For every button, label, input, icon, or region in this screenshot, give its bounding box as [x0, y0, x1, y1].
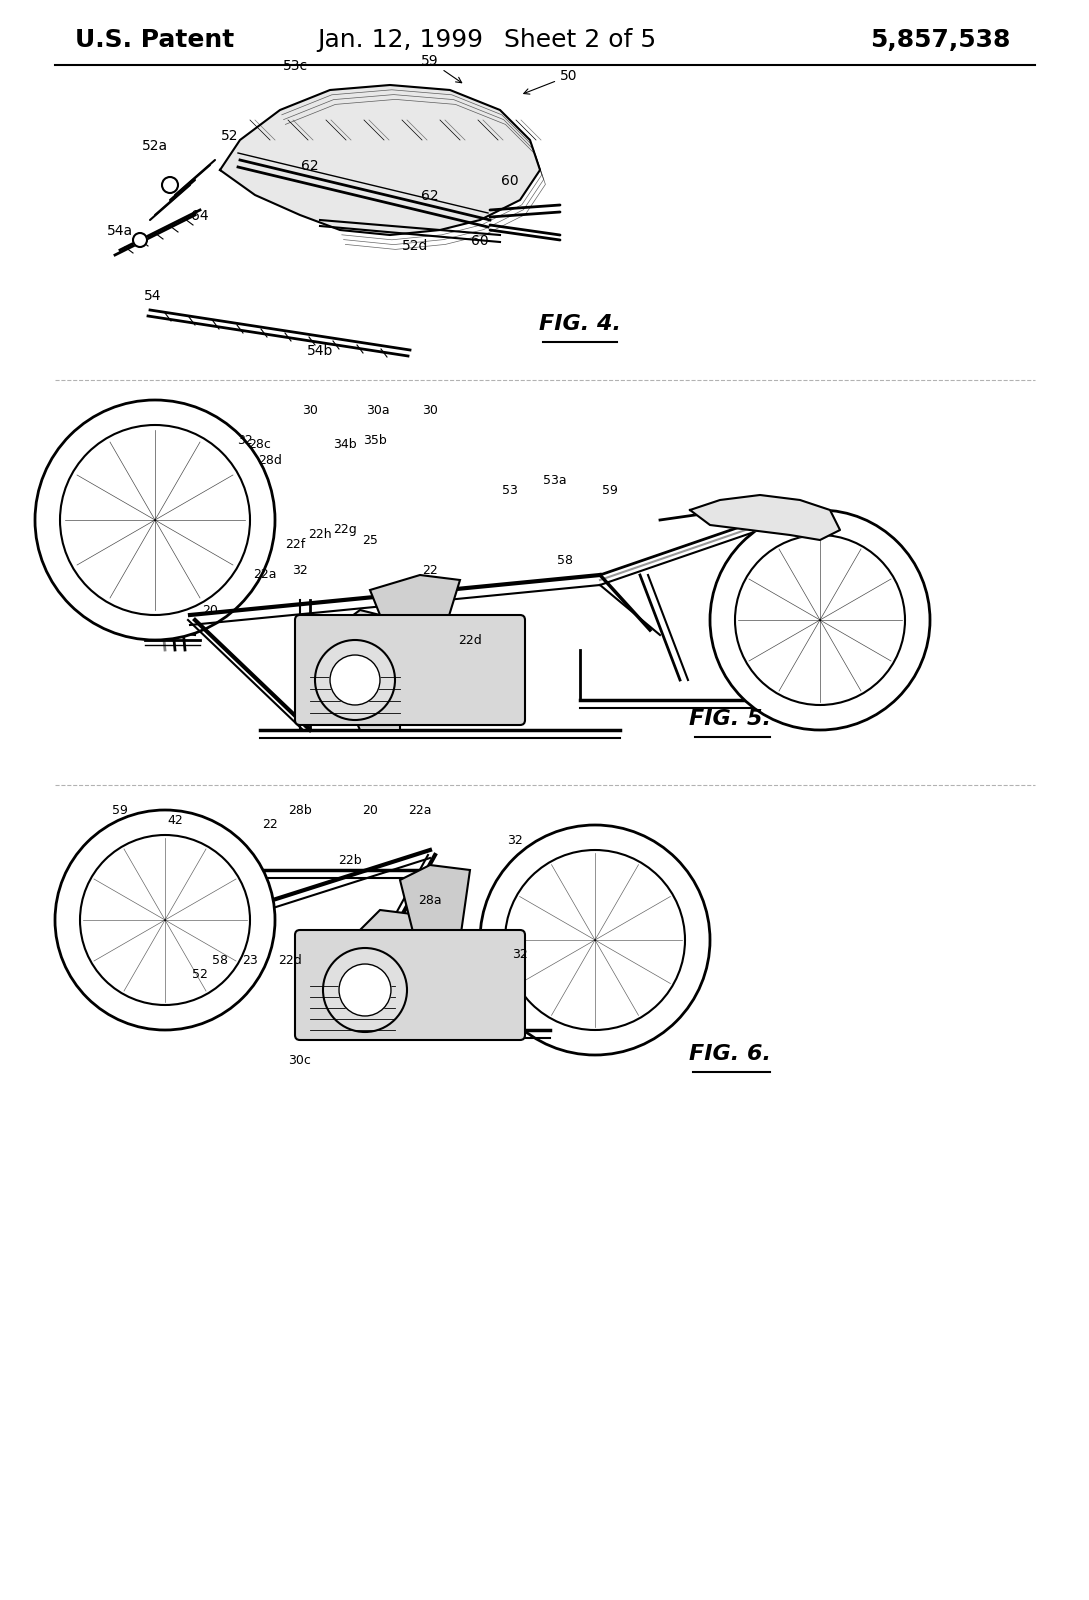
Text: 32: 32: [512, 949, 528, 962]
Text: 22g: 22g: [333, 523, 357, 536]
Text: 54a: 54a: [107, 224, 133, 238]
Text: 58: 58: [556, 554, 573, 566]
FancyBboxPatch shape: [295, 614, 525, 725]
Text: 32: 32: [507, 834, 523, 846]
Circle shape: [315, 640, 395, 720]
Text: 35b: 35b: [363, 434, 387, 446]
Circle shape: [56, 810, 276, 1030]
Text: 53c: 53c: [282, 59, 307, 74]
Text: 50: 50: [524, 69, 577, 94]
Text: 30a: 30a: [366, 403, 390, 416]
Text: 22b: 22b: [339, 853, 362, 867]
Circle shape: [339, 963, 391, 1016]
Text: 52a: 52a: [142, 139, 168, 154]
Text: 62: 62: [421, 189, 439, 203]
Text: 52: 52: [192, 968, 208, 981]
Text: 52: 52: [221, 130, 238, 142]
Text: FIG. 4.: FIG. 4.: [539, 314, 621, 334]
Text: Jan. 12, 1999: Jan. 12, 1999: [317, 27, 484, 51]
Text: 20: 20: [203, 603, 218, 616]
Circle shape: [79, 835, 250, 1005]
Circle shape: [323, 947, 407, 1032]
Circle shape: [505, 850, 685, 1030]
Text: 60: 60: [472, 234, 489, 248]
Text: 53a: 53a: [543, 474, 566, 486]
Text: 54b: 54b: [307, 344, 333, 358]
Text: 28d: 28d: [258, 453, 282, 467]
Text: 59: 59: [112, 803, 127, 816]
Polygon shape: [690, 494, 840, 541]
Text: 20: 20: [362, 803, 378, 816]
Text: 42: 42: [167, 813, 183, 827]
Circle shape: [35, 400, 276, 640]
Text: 22: 22: [423, 563, 438, 576]
Circle shape: [480, 826, 710, 1054]
Text: 28a: 28a: [418, 893, 442, 907]
Text: 59: 59: [421, 54, 462, 83]
Text: U.S. Patent: U.S. Patent: [75, 27, 234, 51]
Text: 28b: 28b: [289, 803, 311, 816]
Text: 22a: 22a: [254, 568, 277, 581]
Text: 22a: 22a: [408, 803, 431, 816]
Polygon shape: [370, 574, 460, 645]
Text: 32: 32: [237, 434, 253, 446]
Text: 22d: 22d: [278, 954, 302, 966]
Text: 58: 58: [212, 954, 228, 966]
Text: 52d: 52d: [402, 238, 428, 253]
Text: 62: 62: [302, 158, 319, 173]
Text: 22d: 22d: [458, 634, 481, 646]
Text: 64: 64: [192, 210, 209, 222]
Circle shape: [330, 654, 380, 706]
Text: 54: 54: [144, 290, 162, 302]
Text: 32: 32: [292, 563, 308, 576]
Circle shape: [710, 510, 930, 730]
Text: 59: 59: [602, 483, 617, 496]
Text: 25: 25: [362, 533, 378, 547]
Circle shape: [60, 426, 250, 614]
FancyBboxPatch shape: [295, 930, 525, 1040]
Text: 30: 30: [423, 403, 438, 416]
Circle shape: [735, 534, 905, 706]
Text: 34b: 34b: [333, 438, 357, 451]
Text: 53: 53: [502, 483, 518, 496]
Text: 30: 30: [302, 403, 318, 416]
Text: 22h: 22h: [308, 528, 332, 541]
Text: 23: 23: [242, 954, 258, 966]
Text: FIG. 6.: FIG. 6.: [689, 1043, 771, 1064]
Text: 5,857,538: 5,857,538: [870, 27, 1010, 51]
Text: Sheet 2 of 5: Sheet 2 of 5: [504, 27, 656, 51]
Circle shape: [162, 178, 178, 194]
Polygon shape: [220, 85, 540, 235]
Circle shape: [133, 234, 147, 246]
Polygon shape: [320, 610, 400, 730]
Text: 22: 22: [262, 819, 278, 832]
Text: 60: 60: [501, 174, 518, 187]
Text: 28c: 28c: [248, 438, 271, 451]
Polygon shape: [400, 866, 470, 939]
Polygon shape: [360, 910, 420, 1026]
Text: FIG. 5.: FIG. 5.: [689, 709, 771, 730]
Text: 22f: 22f: [285, 539, 305, 552]
Text: 30c: 30c: [289, 1053, 311, 1067]
